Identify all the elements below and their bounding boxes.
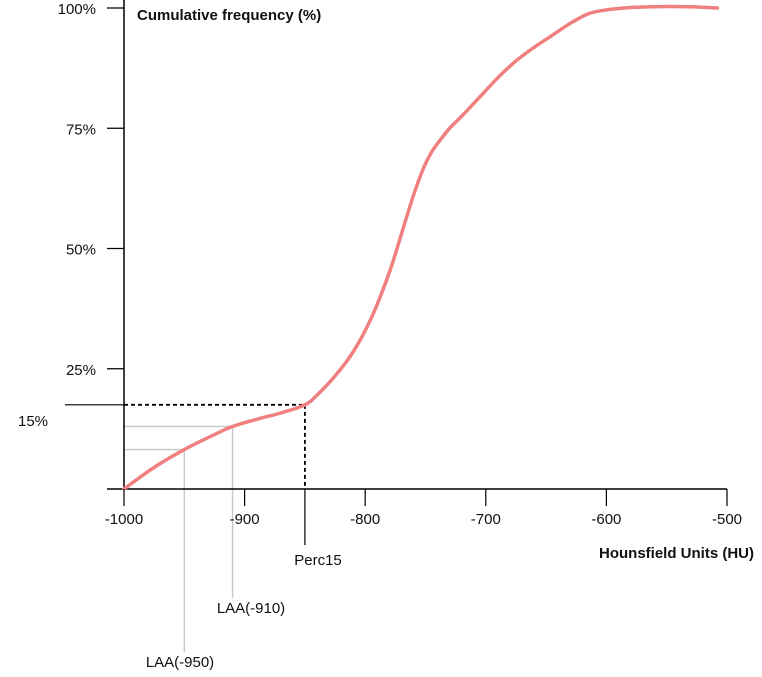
- annotation-lines: [65, 403, 306, 652]
- tick-marks: -1000 -900 -800 -700 -600 -500 25% 50% 75% 100%: [58, 1, 742, 528]
- x-tick-label: -900: [230, 511, 260, 528]
- x-tick-label: -500: [712, 511, 742, 528]
- y-tick-label: 50%: [66, 242, 96, 259]
- annotation-label-perc15-x: Perc15: [294, 552, 342, 569]
- annotation-label-laa-910: LAA(-910): [217, 600, 285, 617]
- x-tick-label: -700: [471, 511, 501, 528]
- y-tick-label: 25%: [66, 362, 96, 379]
- y-tick-label: 100%: [58, 1, 96, 18]
- x-axis-title: Hounsfield Units (HU): [599, 545, 754, 562]
- y-axis-title: Cumulative frequency (%): [137, 7, 321, 24]
- cumulative-frequency-curve: [122, 4, 720, 491]
- x-tick-label: -600: [591, 511, 621, 528]
- y-tick-label: 75%: [66, 121, 96, 138]
- annotation-label-perc15-y: 15%: [18, 413, 48, 430]
- x-tick-label: -800: [350, 511, 380, 528]
- series-layer: [122, 4, 720, 491]
- axes: [107, 0, 727, 490]
- annotation-label-laa-950: LAA(-950): [146, 654, 214, 671]
- x-tick-label: -1000: [105, 511, 143, 528]
